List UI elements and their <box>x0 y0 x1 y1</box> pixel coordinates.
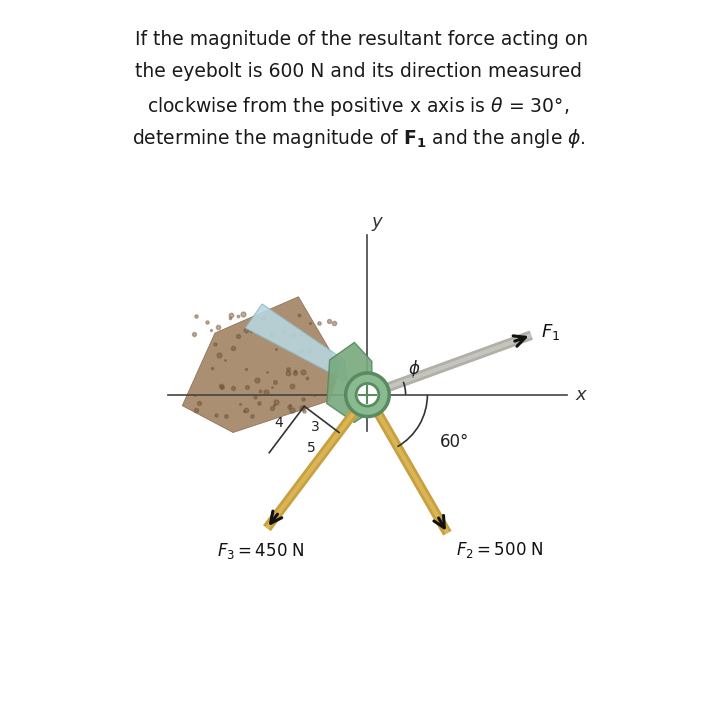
Text: 60°: 60° <box>440 432 470 450</box>
Circle shape <box>356 384 379 406</box>
Text: the eyebolt is 600 N and its direction measured: the eyebolt is 600 N and its direction m… <box>135 62 582 81</box>
Text: $\phi$: $\phi$ <box>409 358 421 380</box>
Text: 5: 5 <box>308 441 316 455</box>
Polygon shape <box>245 304 347 381</box>
Text: $F_1$: $F_1$ <box>541 322 561 342</box>
Polygon shape <box>327 343 372 422</box>
Circle shape <box>346 373 389 417</box>
Text: x: x <box>576 386 587 404</box>
Text: 3: 3 <box>311 420 320 435</box>
Text: $F_3 = 450$ N: $F_3 = 450$ N <box>217 541 305 561</box>
Polygon shape <box>182 297 340 432</box>
Text: determine the magnitude of $\mathbf{F_1}$ and the angle $\phi$.: determine the magnitude of $\mathbf{F_1}… <box>131 127 586 150</box>
Text: $F_2 = 500$ N: $F_2 = 500$ N <box>456 541 543 561</box>
Text: 4: 4 <box>274 417 283 430</box>
Text: clockwise from the positive x axis is $\theta$ = 30°,: clockwise from the positive x axis is $\… <box>148 95 569 118</box>
Text: If the magnitude of the resultant force acting on: If the magnitude of the resultant force … <box>129 30 588 49</box>
Text: y: y <box>371 214 382 232</box>
